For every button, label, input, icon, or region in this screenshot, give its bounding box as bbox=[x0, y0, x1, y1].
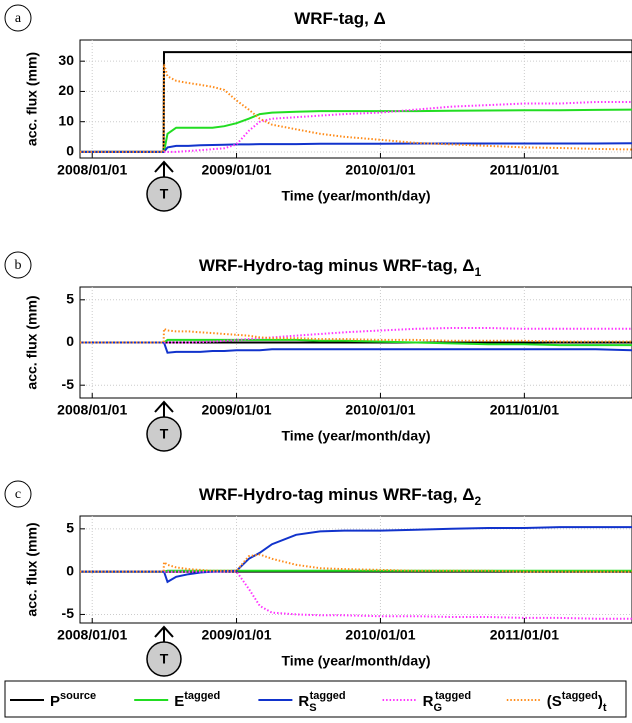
chart-title: WRF-tag, Δ bbox=[294, 9, 386, 28]
x-tick-label: 2010/01/01 bbox=[345, 162, 415, 178]
legend-label-part: E bbox=[174, 693, 184, 710]
legend-label-part: tagged bbox=[184, 690, 220, 702]
x-tick-label: 2010/01/01 bbox=[345, 402, 415, 418]
y-tick-label: 10 bbox=[58, 112, 74, 128]
x-tick-label: 2008/01/01 bbox=[57, 402, 127, 418]
legend-label-part: R bbox=[298, 693, 309, 710]
legend-label: RGtagged bbox=[423, 690, 471, 714]
plot-area bbox=[79, 39, 632, 159]
series-line bbox=[80, 142, 632, 153]
legend-label: Psource bbox=[50, 690, 96, 710]
series-line bbox=[80, 553, 632, 573]
x-tick-label: 2009/01/01 bbox=[201, 627, 271, 643]
y-tick-label: 5 bbox=[66, 520, 74, 536]
tag-label: T bbox=[160, 426, 169, 442]
panel-label: b bbox=[15, 258, 22, 273]
legend-label-part: tagged bbox=[562, 690, 598, 702]
y-tick-label: 0 bbox=[66, 143, 74, 159]
series-line bbox=[80, 51, 632, 153]
legend-label: (Stagged)t bbox=[547, 690, 607, 714]
legend-label-part: tagged bbox=[310, 690, 346, 702]
legend-label-part: tagged bbox=[435, 690, 471, 702]
legend-label: RStagged bbox=[298, 690, 345, 714]
legend-box bbox=[4, 680, 627, 718]
tag-marker: T bbox=[146, 625, 182, 677]
panel-label: a bbox=[15, 11, 22, 26]
title-text: WRF-tag, Δ bbox=[294, 9, 386, 28]
tag-marker: T bbox=[146, 400, 182, 452]
series-line bbox=[80, 526, 632, 584]
panel-label-circle bbox=[4, 4, 32, 32]
y-tick-label: 0 bbox=[66, 333, 74, 349]
x-tick-label: 2008/01/01 bbox=[57, 162, 127, 178]
legend-label-part: G bbox=[433, 702, 442, 714]
panel-label-circle bbox=[4, 480, 32, 508]
x-tick-label: 2010/01/01 bbox=[345, 627, 415, 643]
chart-title: WRF-Hydro-tag minus WRF-tag, Δ1 bbox=[199, 256, 482, 279]
tag-arrow bbox=[154, 160, 174, 178]
series-line bbox=[80, 63, 632, 153]
legend-label-part: source bbox=[60, 690, 96, 702]
series-line bbox=[80, 341, 632, 354]
x-axis-label: Time (year/month/day) bbox=[281, 653, 430, 669]
tag-arrow bbox=[154, 400, 174, 418]
series-line bbox=[80, 101, 632, 153]
y-tick-label: -5 bbox=[62, 605, 75, 621]
legend-label-part: P bbox=[50, 693, 60, 710]
x-axis-label: Time (year/month/day) bbox=[281, 428, 430, 444]
tag-circle bbox=[146, 416, 182, 452]
tag-marker: T bbox=[146, 160, 182, 212]
y-tick-label: -5 bbox=[62, 376, 75, 392]
x-axis-label: Time (year/month/day) bbox=[281, 188, 430, 204]
series-line bbox=[80, 338, 632, 347]
panel-label-circle bbox=[4, 251, 32, 279]
title-text: WRF-Hydro-tag minus WRF-tag, Δ bbox=[199, 256, 475, 275]
legend-label-part: ) bbox=[598, 693, 603, 710]
x-tick-label: 2009/01/01 bbox=[201, 162, 271, 178]
series-line bbox=[80, 327, 632, 344]
x-tick-label: 2011/01/01 bbox=[490, 162, 560, 178]
x-tick-label: 2011/01/01 bbox=[490, 402, 560, 418]
tag-arrow bbox=[154, 625, 174, 643]
series-line bbox=[80, 108, 632, 153]
y-tick-label: 20 bbox=[58, 82, 74, 98]
title-subscript: 1 bbox=[475, 265, 482, 279]
tag-label: T bbox=[160, 651, 169, 667]
x-tick-label: 2011/01/01 bbox=[490, 627, 560, 643]
y-tick-label: 5 bbox=[66, 291, 74, 307]
legend-label-part: t bbox=[603, 702, 607, 714]
tag-label: T bbox=[160, 186, 169, 202]
x-tick-label: 2008/01/01 bbox=[57, 627, 127, 643]
legend-label-part: (S bbox=[547, 693, 562, 710]
y-tick-label: 30 bbox=[58, 52, 74, 68]
title-subscript: 2 bbox=[475, 494, 482, 508]
y-axis-label: acc. flux (mm) bbox=[24, 52, 40, 146]
title-text: WRF-Hydro-tag minus WRF-tag, Δ bbox=[199, 485, 475, 504]
series-line bbox=[80, 570, 632, 620]
legend-label-part: R bbox=[423, 693, 434, 710]
y-tick-label: 0 bbox=[66, 562, 74, 578]
tag-circle bbox=[146, 641, 182, 677]
legend-label-part: S bbox=[309, 702, 316, 714]
y-axis-label: acc. flux (mm) bbox=[24, 522, 40, 616]
y-axis-label: acc. flux (mm) bbox=[24, 295, 40, 389]
tag-circle bbox=[146, 176, 182, 212]
panel-label: c bbox=[15, 487, 21, 502]
legend-label: Etagged bbox=[174, 690, 220, 710]
chart-title: WRF-Hydro-tag minus WRF-tag, Δ2 bbox=[199, 485, 482, 508]
x-tick-label: 2009/01/01 bbox=[201, 402, 271, 418]
